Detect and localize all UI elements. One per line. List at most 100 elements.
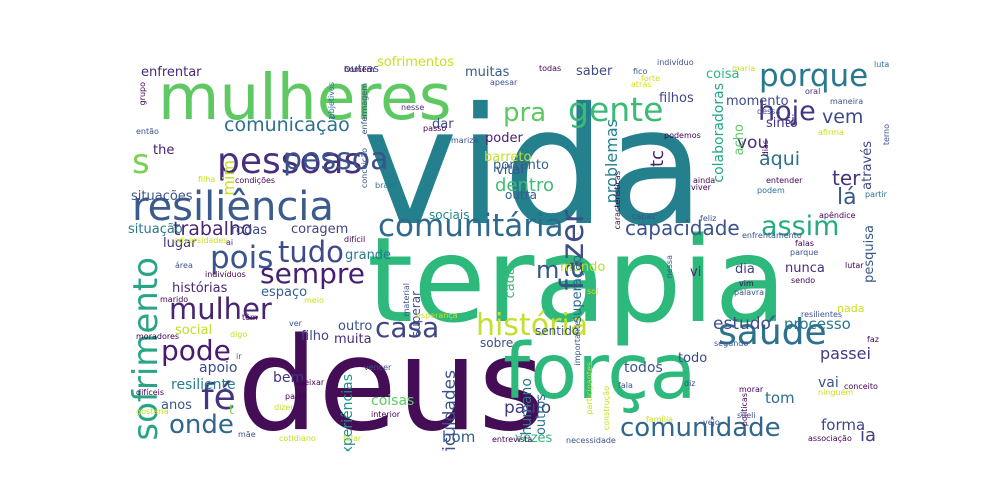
word-vital: vital [496,163,524,178]
word-apesar: apesar [490,78,518,87]
word-tem: têm [242,313,258,322]
word-pessoas: pessoas [217,141,363,182]
word-adversidades: adversidades [174,236,228,245]
word-dificil: difícil [344,235,366,244]
word-espaco: espaço [261,285,308,300]
word-podem: podem [757,186,785,195]
word-processo: processo [784,315,851,333]
word-mulher: mulher [169,292,272,326]
word-terno: terno [882,124,891,146]
word-mulheres: mulheres [158,61,452,134]
word-familia: família [646,415,674,424]
word-outros: outros [534,394,549,436]
word-rodas: rodas [231,223,268,238]
word-sinto: sinto [766,116,798,131]
word-sol: sol [587,287,599,296]
word-nesse: nesse [401,103,425,112]
word-comunicacao: comunicação [224,114,350,136]
word-muitas: muitas [465,65,510,80]
word-terapia: terapia [367,211,787,349]
word-interior: interior [371,410,401,419]
word-sentido: sentido [535,324,580,338]
word-vencer: vencer [364,363,392,372]
word-cloud: vida terapia deus força mulheres resiliência p… [125,50,901,451]
word-casa: casa [375,311,440,344]
word-hoje: hoje [758,96,816,127]
word-assim: assim [761,211,840,242]
word-todos: todos [624,360,663,376]
word-necessidade: necessidade [566,436,616,445]
word-situacoes: situações [131,189,193,204]
word-conceicao: conceição [360,148,369,189]
word-individuos: indivíduos [205,270,246,279]
word-maria: maria [732,64,756,73]
word-vida: vida [362,74,705,262]
word-comunidade: comunidade [620,413,781,443]
word-dificeis: difíceis [136,388,165,397]
word-paulo: paulo [504,398,552,418]
word-enfrentar: enfrentar [141,65,202,80]
word-parque: parque [790,248,819,257]
word-situacao: situação [128,222,183,237]
word-feliz: feliz [700,214,717,223]
word-poder: poder [485,131,523,146]
word-faz: faz [867,335,879,344]
word-momento: momento [726,94,789,109]
word-vejo: vejo [703,418,720,427]
word-digo: digo [230,330,248,339]
word-barreto: barreto [484,150,532,165]
word-sobre: sobre [480,336,514,350]
word-ia: ia [860,425,877,446]
word-saber: saber [576,64,613,79]
word-resilientes: resilientes [801,310,843,319]
word-participantes: participantes [585,362,594,415]
word-vim: vim [739,279,754,288]
word-bem: bem [273,370,305,386]
word-onde: onde [169,410,234,440]
word-area: área [175,261,193,270]
word-passo: passo [423,124,447,133]
word-vou: vou [737,133,769,153]
word-dentro: dentro [495,175,554,196]
word-filha: filha [198,175,216,184]
word-fico: fico [633,67,648,76]
word-mae: mãe [238,430,256,439]
word-atras: atrás [631,80,652,89]
word-fala: fala [618,381,633,390]
word-estudo: estudo [713,314,771,334]
word-resiliente: resiliente [171,377,236,393]
word-partir: partir [865,190,887,199]
word-outra: outra [505,188,537,202]
word-entender: entender [766,176,803,185]
word-ainda: ainda [693,176,716,185]
word-comunitaria: comunitária [378,208,564,244]
word-superacao: superação [570,255,585,323]
word-condicoes: condições [235,176,276,185]
word-deixar: deixar [299,378,325,387]
word-vai: vai [818,375,839,391]
word-todas: todas [539,64,562,73]
word-material: material [402,283,411,317]
word-historia: história [476,308,589,343]
word-pessoa: pessoa [283,142,389,177]
word-palavra: palavra [734,288,765,297]
word-colaboradoras: colaboradoras [711,83,727,183]
word-coisa: coisa [706,67,740,82]
word-muita: muita [334,332,372,347]
word-sempre: sempre [260,257,365,290]
word-dessa: dessa [757,107,781,116]
word-sueli: sueli [737,411,756,420]
word-enfrentamento: enfrentamento [742,231,802,240]
word-gente: gente [568,90,664,129]
word-gostaria: gostaria [136,407,169,416]
word-passei: passei [820,344,871,363]
word-viver: viver [691,183,711,192]
word-lutar: lutar [845,261,864,270]
word-tom: tom [765,389,795,407]
word-aqui: aqui [759,148,801,170]
word-nessa: nessa [665,255,674,279]
word-si: si [785,113,795,127]
word-resiliencia: resiliência [132,184,334,230]
word-dar: dar [432,117,454,132]
word-dia: dia [735,262,755,277]
